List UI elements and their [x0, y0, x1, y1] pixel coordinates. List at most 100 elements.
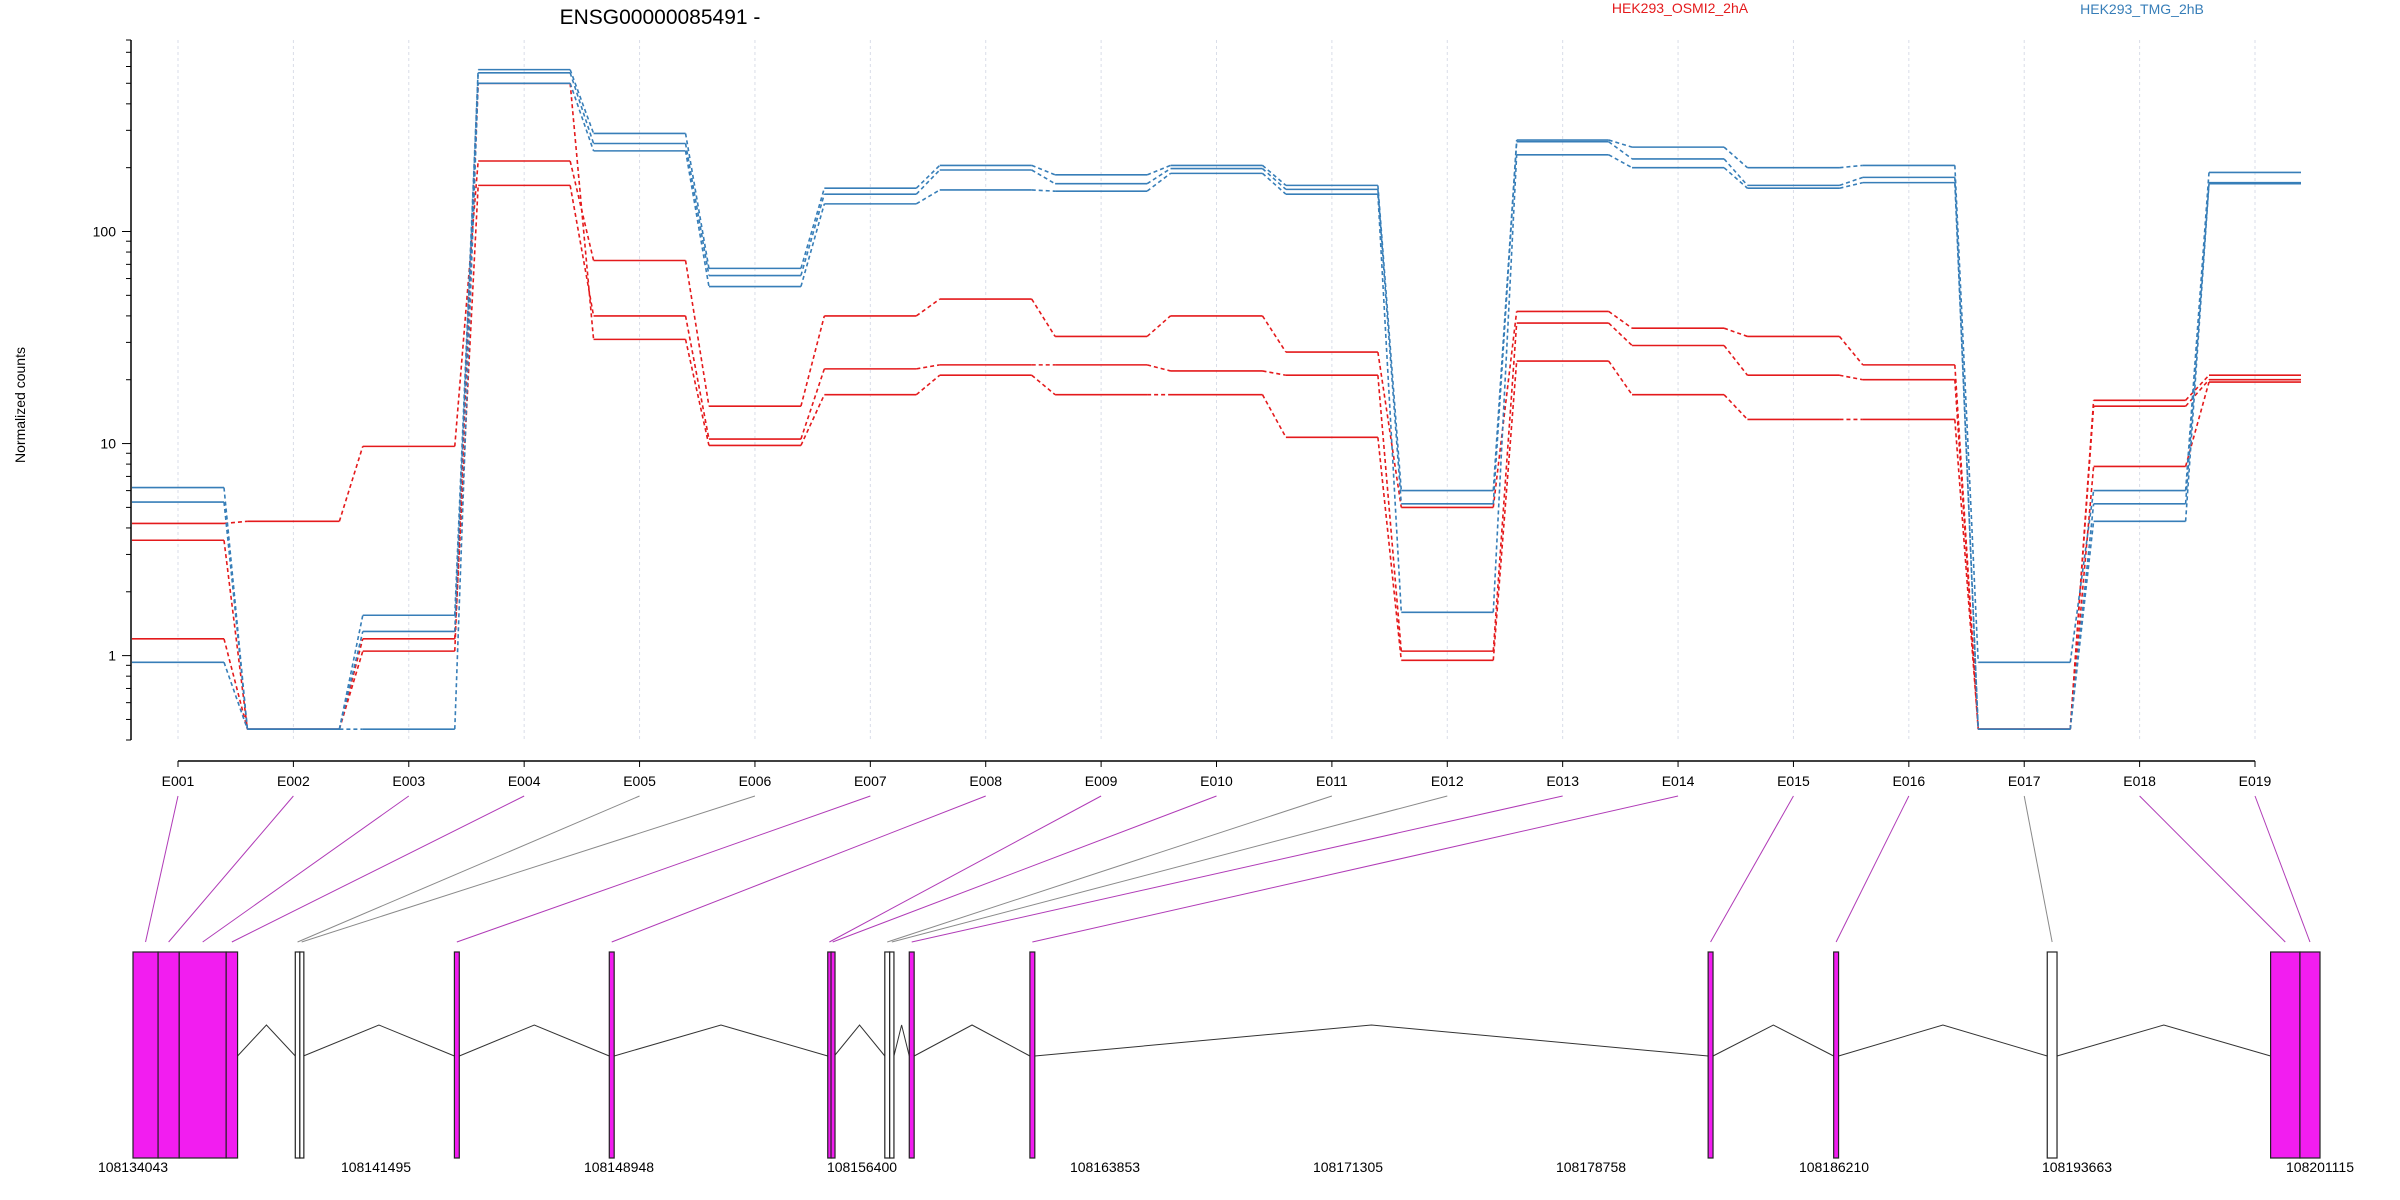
- legend-label-tmg: HEK293_TMG_2hB: [2080, 1, 2204, 17]
- exon-box-e018: [2270, 951, 2301, 1159]
- series-connector: [1261, 167, 1287, 190]
- y-tick-label: 10: [100, 436, 116, 452]
- exon-link-e013: [911, 795, 1563, 943]
- series-connector: [1839, 176, 1864, 187]
- series-connector: [223, 662, 249, 730]
- series-connector: [1723, 158, 1749, 186]
- series-connector: [800, 394, 826, 446]
- x-tick-label-e013: E013: [1546, 773, 1579, 789]
- series-connector: [1839, 374, 1863, 381]
- series-connector: [1031, 298, 1056, 337]
- series-connector: [684, 315, 710, 440]
- series-connector: [684, 260, 710, 407]
- axis-layer: 1 10 100 E001 E002 E003 E004 E005 E006 E007 E008 E0…: [93, 39, 2272, 789]
- exon-link-e005: [297, 795, 640, 943]
- series-connector: [1492, 141, 1518, 504]
- intron-line: [2056, 1024, 2271, 1057]
- exon-box-e011: [884, 951, 891, 1159]
- series-connector: [453, 72, 479, 632]
- genomic-tick-label: 108163853: [1070, 1159, 1140, 1175]
- genomic-tick-label: 108148948: [584, 1159, 654, 1175]
- series-connector: [453, 83, 479, 730]
- series-connector: [2069, 490, 2095, 663]
- x-tick-label-e006: E006: [739, 773, 772, 789]
- intron-line: [459, 1024, 610, 1057]
- series-connector: [1608, 154, 1633, 169]
- series-connector: [1954, 165, 1980, 663]
- exon-box-e007: [453, 951, 460, 1159]
- exon-link-e016: [1835, 795, 1910, 943]
- series-connector: [2184, 183, 2210, 522]
- series-connector: [1031, 189, 1056, 192]
- series-connector: [800, 193, 826, 276]
- exon-link-e012: [891, 795, 1448, 943]
- exon-link-e011: [887, 795, 1333, 943]
- series-connector: [684, 150, 710, 287]
- series-connector: [1377, 375, 1403, 652]
- series-connector: [2184, 182, 2210, 504]
- series-connector: [1146, 164, 1171, 176]
- exon-box-e017: [2046, 951, 2058, 1159]
- genomic-tick-label: 108186210: [1799, 1159, 1869, 1175]
- exon-box-e008: [608, 951, 615, 1159]
- exon-box-e012: [889, 951, 895, 1159]
- series-connector: [2185, 379, 2210, 407]
- exon-link-e009: [829, 795, 1102, 943]
- x-tick-label-e007: E007: [854, 773, 887, 789]
- series-connector: [800, 203, 826, 287]
- exon-link-e001: [145, 795, 179, 943]
- x-tick-label-e012: E012: [1431, 773, 1464, 789]
- series-connector: [1608, 322, 1633, 347]
- series-connector: [1723, 146, 1748, 169]
- exon-box-e004: [225, 951, 239, 1159]
- x-tick-label-e018: E018: [2123, 773, 2156, 789]
- series-connector: [1492, 154, 1518, 613]
- series-connector: [1031, 169, 1056, 185]
- series-connector: [1261, 394, 1287, 438]
- series-connector: [1723, 345, 1749, 376]
- genomic-tick-label: 108201115: [2286, 1159, 2354, 1175]
- y-tick-label: 100: [93, 224, 117, 240]
- series-connector: [1608, 141, 1633, 160]
- series-connector: [569, 72, 595, 144]
- x-tick-label-e019: E019: [2239, 773, 2272, 789]
- x-tick-label-e017: E017: [2008, 773, 2041, 789]
- exon-box-e013: [908, 951, 915, 1159]
- exon-link-e014: [1032, 795, 1679, 943]
- series-connector: [1608, 360, 1633, 396]
- series-connector: [1954, 419, 1980, 730]
- series-connector: [800, 315, 826, 407]
- exon-box-e019: [2299, 951, 2321, 1159]
- exon-link-e006: [301, 795, 756, 943]
- series-connector: [1146, 172, 1171, 192]
- series-connector: [1261, 315, 1287, 353]
- series-connector: [2185, 374, 2210, 401]
- x-tick-label-e005: E005: [623, 773, 656, 789]
- intron-line: [893, 1024, 910, 1057]
- exon-link-e017: [2023, 795, 2053, 943]
- x-tick-label-e016: E016: [1892, 773, 1925, 789]
- series-connector: [1031, 164, 1056, 176]
- series-connector: [1377, 185, 1403, 491]
- exon-box-e006: [299, 951, 305, 1159]
- series-connector: [915, 189, 941, 205]
- exon-link-e018: [2139, 795, 2286, 943]
- x-tick-label-e011: E011: [1316, 773, 1348, 789]
- exon-link-e008: [611, 795, 986, 943]
- series-connector: [1031, 374, 1056, 396]
- link-layer: [145, 795, 2311, 943]
- series-connector: [1723, 167, 1748, 189]
- series-connector: [1954, 182, 1980, 730]
- series-connector: [1377, 189, 1403, 504]
- series-connector: [800, 368, 826, 440]
- chart-title: ENSG00000085491 -: [560, 6, 761, 29]
- x-tick-label-e010: E010: [1200, 773, 1233, 789]
- intron-line: [237, 1024, 296, 1057]
- series-connector: [338, 446, 364, 522]
- genomic-tick-label: 108171305: [1313, 1159, 1383, 1175]
- series-connector: [915, 374, 941, 396]
- exon-box-e015: [1707, 951, 1714, 1159]
- series-connector: [1492, 360, 1518, 661]
- series-connector: [1146, 315, 1172, 338]
